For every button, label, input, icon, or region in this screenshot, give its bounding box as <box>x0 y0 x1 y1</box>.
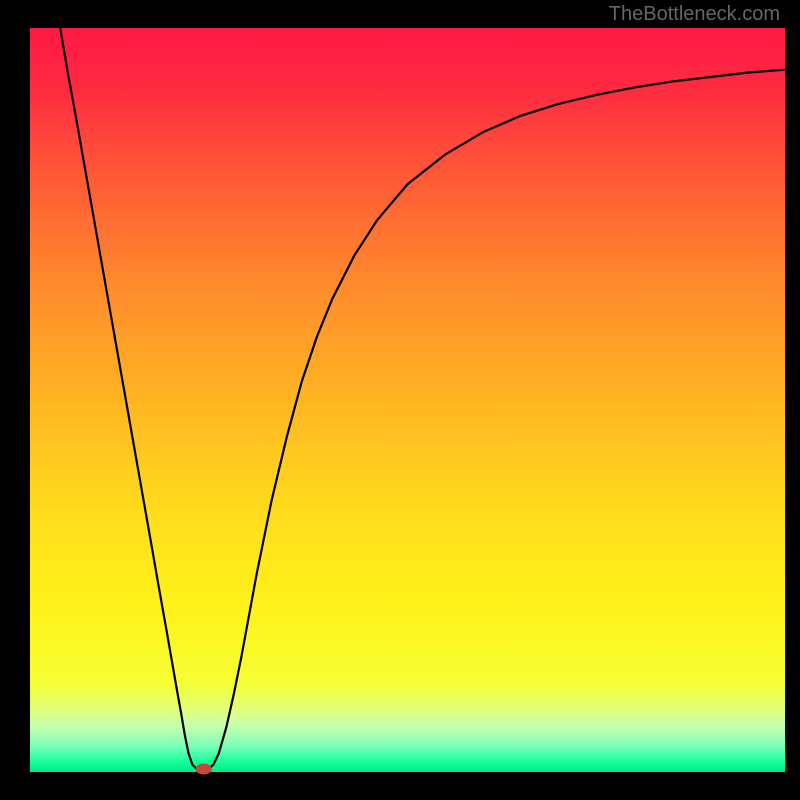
plot-gradient-background <box>30 28 785 772</box>
optimal-point-marker <box>196 764 212 775</box>
watermark-text: TheBottleneck.com <box>609 3 780 26</box>
bottleneck-curve-chart <box>0 0 800 800</box>
chart-container: TheBottleneck.com <box>0 0 800 800</box>
